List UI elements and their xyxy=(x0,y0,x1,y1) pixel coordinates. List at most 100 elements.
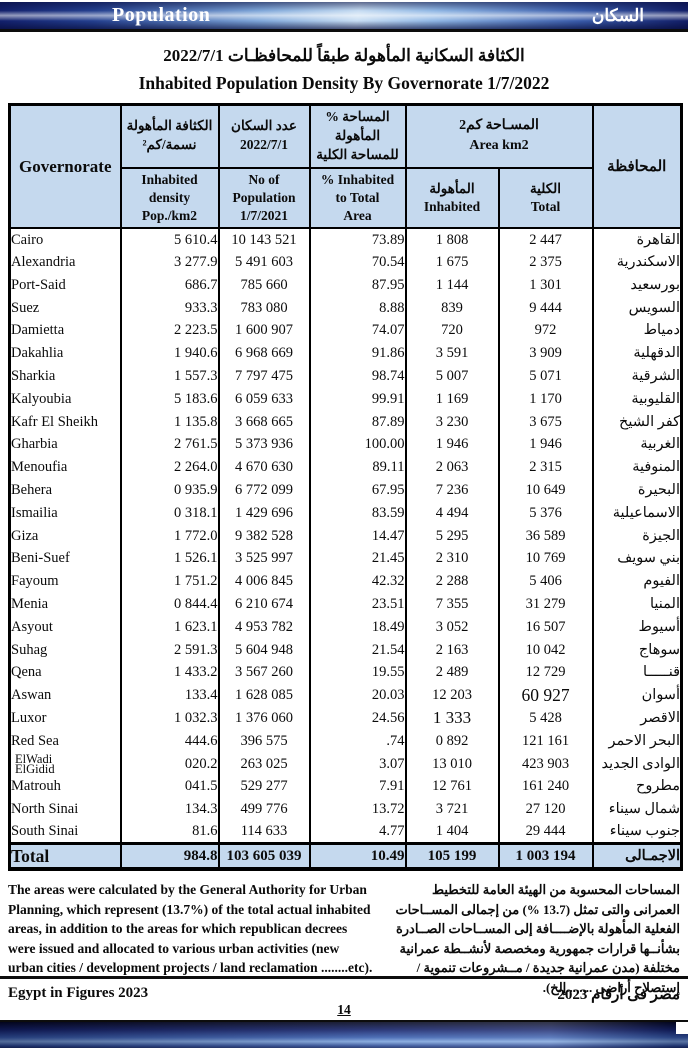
footnote-arabic: المساحات المحسوبة من الهيئة العامة للتخط… xyxy=(395,882,680,995)
governorate-name-en: Behera xyxy=(8,479,122,502)
pct-inhabited-value: 100.00 xyxy=(308,433,407,457)
density-value: 5 183.6 xyxy=(119,387,220,411)
pct-inhabited-value: .74 xyxy=(308,729,407,753)
total-area-value: 5 376 xyxy=(497,501,594,525)
governorate-name-en: Suhag xyxy=(8,638,122,662)
density-value: 1 433.2 xyxy=(119,661,220,685)
governorate-name-ar: القليوبية xyxy=(591,387,683,411)
inhabited-area-value: 2 063 xyxy=(404,456,500,480)
density-value: 5 610.4 xyxy=(119,228,220,252)
governorate-name-ar: الاسماعيلية xyxy=(591,501,683,525)
density-value: 134.3 xyxy=(119,798,220,822)
pct-inhabited-value: 87.95 xyxy=(308,273,407,297)
density-value: 0 318.1 xyxy=(119,501,220,525)
density-value: 3 277.9 xyxy=(119,251,220,274)
header-area-inhabited: المأهولة Inhabited xyxy=(404,166,500,230)
table-row: ElWadi ElGidid 020.2 263 025 3.07 13 010 423 … xyxy=(8,752,683,776)
pct-inhabited-value: 73.89 xyxy=(308,228,407,252)
population-value: 5 491 603 xyxy=(217,251,311,274)
total-area-value: 2 375 xyxy=(497,251,594,274)
density-value: 133.4 xyxy=(119,684,220,708)
governorate-name-en: Suez xyxy=(8,296,122,320)
pct-inhabited-value: 10.49 xyxy=(308,842,407,871)
governorate-name-ar: البحيرة xyxy=(591,479,683,502)
footnote-english: The areas were calculated by the General… xyxy=(8,882,373,975)
density-value: 041.5 xyxy=(119,775,220,799)
pct-inhabited-value: 91.86 xyxy=(308,342,407,366)
inhabited-area-value: 12 761 xyxy=(404,775,500,799)
total-area-value: 2 315 xyxy=(497,456,594,480)
inhabited-area-value: 1 404 xyxy=(404,821,500,844)
population-value: 529 277 xyxy=(217,775,311,799)
governorate-name-en: ElWadi ElGidid xyxy=(8,752,122,776)
table-row: South Sinai 81.6 114 633 4.77 1 404 29 444 جنو… xyxy=(8,821,683,844)
governorate-name-ar: بني سويف xyxy=(591,547,683,571)
table-row: Kalyoubia 5 183.6 6 059 633 99.91 1 169 1 170… xyxy=(8,387,683,411)
governorate-name-ar: الغربية xyxy=(591,433,683,457)
population-value: 396 575 xyxy=(217,729,311,753)
inhabited-area-value: 2 163 xyxy=(404,638,500,662)
total-area-value: 2 447 xyxy=(497,228,594,252)
governorate-name-en: Beni-Suef xyxy=(8,547,122,571)
governorate-name-ar: القاهرة xyxy=(591,228,683,252)
table-row: Matrouh 041.5 529 277 7.91 12 761 161 240 مطرو… xyxy=(8,775,683,799)
density-value: 1 623.1 xyxy=(119,615,220,639)
pct-inhabited-value: 89.11 xyxy=(308,456,407,480)
density-value: 020.2 xyxy=(119,752,220,776)
governorate-name-en: Qena xyxy=(8,661,122,685)
total-row: Total 984.8 103 605 039 10.49 105 199 1 003 1… xyxy=(8,842,683,871)
population-value: 6 968 669 xyxy=(217,342,311,366)
governorate-name-ar: جنوب سيناء xyxy=(591,821,683,844)
inhabited-area-value: 13 010 xyxy=(404,752,500,776)
pct-inhabited-value: 7.91 xyxy=(308,775,407,799)
governorate-name-en: Kafr El Sheikh xyxy=(8,410,122,434)
governorate-name-ar: المنيا xyxy=(591,593,683,616)
population-value: 6 210 674 xyxy=(217,593,311,616)
total-area-value: 1 003 194 xyxy=(497,842,594,871)
population-value: 1 376 060 xyxy=(217,707,311,730)
governorate-name-ar: الاسكندرية xyxy=(591,251,683,274)
governorate-name-en: Gharbia xyxy=(8,433,122,457)
governorate-name-ar: الشرقية xyxy=(591,365,683,388)
total-area-value: 121 161 xyxy=(497,729,594,753)
page-title-english: Inhabited Population Density By Governor… xyxy=(138,73,550,93)
density-value: 1 751.2 xyxy=(119,570,220,594)
inhabited-area-value: 7 355 xyxy=(404,593,500,616)
table-row: Cairo 5 610.4 10 143 521 73.89 1 808 2 447 الق… xyxy=(8,228,683,252)
inhabited-area-value: 1 946 xyxy=(404,433,500,457)
population-value: 783 080 xyxy=(217,296,311,320)
inhabited-area-value: 5 007 xyxy=(404,365,500,388)
density-value: 1 032.3 xyxy=(119,707,220,730)
population-value: 1 600 907 xyxy=(217,319,311,343)
governorate-name-ar: أسوان xyxy=(591,684,683,708)
table-row: Fayoum 1 751.2 4 006 845 42.32 2 288 5 406 الف… xyxy=(8,570,683,594)
inhabited-area-value: 4 494 xyxy=(404,501,500,525)
governorate-name-ar: الدقهلية xyxy=(591,342,683,366)
banner-title-en: Population xyxy=(112,4,211,26)
inhabited-area-value: 0 892 xyxy=(404,729,500,753)
governorate-name-ar: كفر الشيخ xyxy=(591,410,683,434)
population-value: 263 025 xyxy=(217,752,311,776)
population-value: 103 605 039 xyxy=(217,842,311,871)
pct-inhabited-value: 42.32 xyxy=(308,570,407,594)
density-value: 444.6 xyxy=(119,729,220,753)
pct-inhabited-value: 70.54 xyxy=(308,251,407,274)
pct-inhabited-value: 13.72 xyxy=(308,798,407,822)
pct-inhabited-value: 19.55 xyxy=(308,661,407,685)
density-value: 1 940.6 xyxy=(119,342,220,366)
total-area-value: 5 071 xyxy=(497,365,594,388)
table-row: North Sinai 134.3 499 776 13.72 3 721 27 120 ش… xyxy=(8,798,683,822)
pct-inhabited-value: 21.45 xyxy=(308,547,407,571)
bottom-banner xyxy=(0,1020,688,1048)
pct-inhabited-value: 23.51 xyxy=(308,593,407,616)
population-value: 7 797 475 xyxy=(217,365,311,388)
density-value: 984.8 xyxy=(119,842,220,871)
total-area-value: 9 444 xyxy=(497,296,594,320)
total-area-value: 27 120 xyxy=(497,798,594,822)
header-area-total: الكلية Total xyxy=(497,166,594,230)
governorate-name-ar: أسيوط xyxy=(591,615,683,639)
governorate-name-en: Total xyxy=(8,842,122,871)
footer-title-en: Egypt in Figures 2023 xyxy=(8,985,149,1001)
density-value: 2 761.5 xyxy=(119,433,220,457)
